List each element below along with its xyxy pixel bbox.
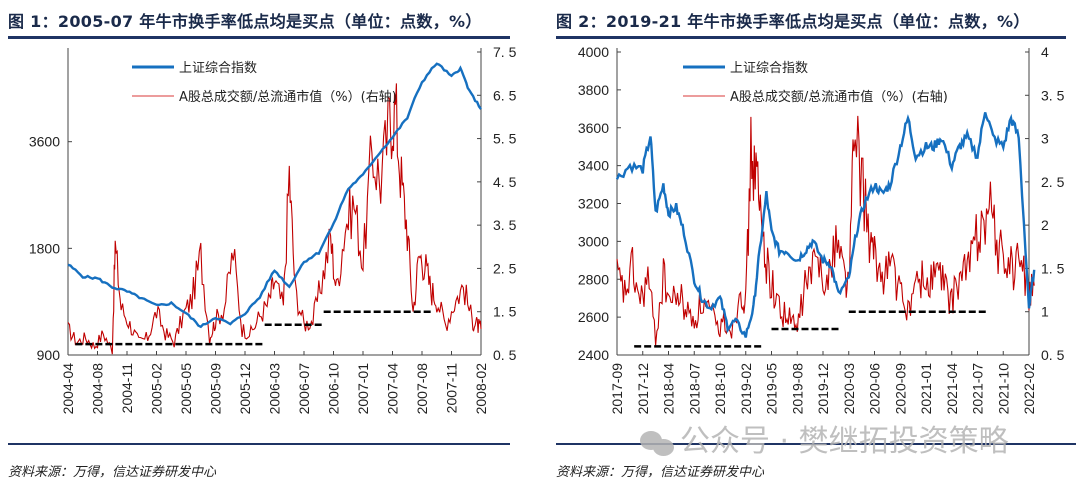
panel-right: 图 2：2019-21 年牛市换手率低点均是买点（单位：点数，%） 资料来源：万… [540, 0, 1080, 485]
chart-1: 900 1800 3600 0. 5 1. 5 2. 5 3. 5 4. 5 5. 5 6. 5 7… [29, 44, 517, 414]
bottom-rule [8, 443, 510, 445]
index-series-line [67, 62, 482, 329]
x-tick-label: 2004-08 [90, 363, 106, 415]
turnover-series-line [616, 115, 1035, 346]
x-tick-label: 2018-04 [661, 363, 677, 415]
legend-turnover-label: A股总成交额/总流通市值（%）(右轴) [730, 89, 948, 105]
left-tick-label: 900 [37, 347, 61, 363]
chart-title: 图 1：2005-07 年牛市换手率低点均是买点（单位：点数，%） [8, 12, 482, 31]
right-tick-label: 0. 5 [1041, 347, 1065, 363]
title-rule [556, 36, 1066, 39]
right-tick-label: 4. 5 [493, 174, 517, 190]
title-rule [8, 36, 510, 39]
x-tick-label: 2008-02 [473, 363, 489, 415]
legend-turnover-label: A股总成交额/总流通市值（%）(右轴) [179, 89, 397, 105]
x-tick-label: 2006-07 [296, 363, 312, 415]
right-tick-label: 2. 5 [1041, 174, 1065, 190]
left-tick-label: 3200 [578, 196, 609, 212]
source-note: 资料来源：万得，信达证券研发中心 [556, 465, 765, 480]
left-tick-label: 3000 [578, 233, 609, 249]
legend: 上证综合指数 A股总成交额/总流通市值（%）(右轴) [683, 61, 948, 105]
x-tick-label: 2019-08 [789, 363, 805, 415]
x-tick-label: 2020-03 [841, 363, 857, 415]
x-tick-label: 2007-04 [385, 363, 401, 415]
chart-2: 2400 2600 2800 3000 3200 3400 3600 3800 4000 0. 5… [578, 44, 1065, 414]
legend-index-label: 上证综合指数 [730, 61, 808, 76]
right-tick-label: 1. 5 [1041, 260, 1065, 276]
right-tick-label: 4 [1041, 44, 1049, 60]
x-tick-label: 2004-04 [60, 363, 76, 415]
x-tick-label: 2018-07 [686, 363, 702, 415]
right-tick-label: 2. 5 [493, 260, 517, 276]
right-tick-label: 3. 5 [1041, 87, 1065, 103]
x-tick-label: 2020-06 [867, 363, 883, 415]
x-tick-label: 2021-04 [944, 363, 960, 415]
left-tick-label: 2800 [578, 271, 609, 287]
right-tick-label: 1 [1041, 304, 1049, 320]
x-tick-label: 2018-10 [712, 363, 728, 415]
left-tick-label: 2400 [578, 347, 609, 363]
x-tick-label: 2006-03 [267, 363, 283, 415]
x-tick-label: 2007-11 [444, 363, 460, 414]
x-tick-label: 2005-12 [237, 363, 253, 415]
right-tick-label: 3 [1041, 131, 1049, 147]
watermark: 公众号 · 樊继拓投资策略 [640, 416, 1009, 460]
watermark-text: 公众号 · 樊继拓投资策略 [680, 424, 1009, 459]
right-tick-label: 6. 5 [493, 87, 517, 103]
right-tick-label: 1. 5 [493, 304, 517, 320]
left-tick-label: 3600 [578, 120, 609, 136]
right-tick-label: 7. 5 [493, 44, 517, 60]
legend: 上证综合指数 A股总成交额/总流通市值（%）(右轴) [132, 61, 397, 105]
turnover-series-line [67, 83, 482, 355]
source-note: 资料来源：万得，信达证券研发中心 [8, 465, 217, 480]
x-tick-label: 2022-02 [1021, 363, 1037, 415]
bottom-rule [556, 443, 1076, 445]
chart-title: 图 2：2019-21 年牛市换手率低点均是买点（单位：点数，%） [556, 12, 1030, 31]
left-tick-label: 2600 [578, 309, 609, 325]
x-tick-label: 2020-09 [892, 363, 908, 415]
x-tick-label: 2007-01 [355, 363, 371, 415]
x-tick-label: 2019-12 [815, 363, 831, 415]
left-tick-label: 1800 [29, 240, 60, 256]
panel-left: 图 1：2005-07 年牛市换手率低点均是买点（单位：点数，%） 资料来源：万… [8, 12, 510, 480]
wechat-icon [640, 429, 674, 457]
legend-index-label: 上证综合指数 [179, 61, 257, 76]
right-tick-label: 0. 5 [493, 347, 517, 363]
x-tick-label: 2004-11 [119, 363, 135, 414]
left-tick-label: 3600 [29, 134, 60, 150]
right-tick-label: 3. 5 [493, 217, 517, 233]
x-tick-label: 2017-12 [635, 363, 651, 415]
x-tick-label: 2017-09 [609, 363, 625, 415]
x-tick-label: 2005-02 [149, 363, 165, 415]
left-tick-label: 3800 [578, 82, 609, 98]
x-tick-label: 2021-10 [995, 363, 1011, 415]
x-tick-label: 2021-01 [918, 363, 934, 415]
right-tick-label: 2 [1041, 217, 1049, 233]
index-series-line [615, 112, 1036, 338]
x-tick-label: 2021-07 [970, 363, 986, 415]
right-tick-label: 5. 5 [493, 131, 517, 147]
x-tick-label: 2005-09 [208, 363, 224, 415]
x-tick-label: 2005-05 [178, 363, 194, 415]
x-tick-label: 2007-08 [414, 363, 430, 415]
x-tick-label: 2019-05 [764, 363, 780, 415]
left-tick-label: 4000 [578, 44, 609, 60]
x-tick-label: 2006-10 [326, 363, 342, 415]
x-tick-label: 2019-02 [738, 363, 754, 415]
left-tick-label: 3400 [578, 158, 609, 174]
